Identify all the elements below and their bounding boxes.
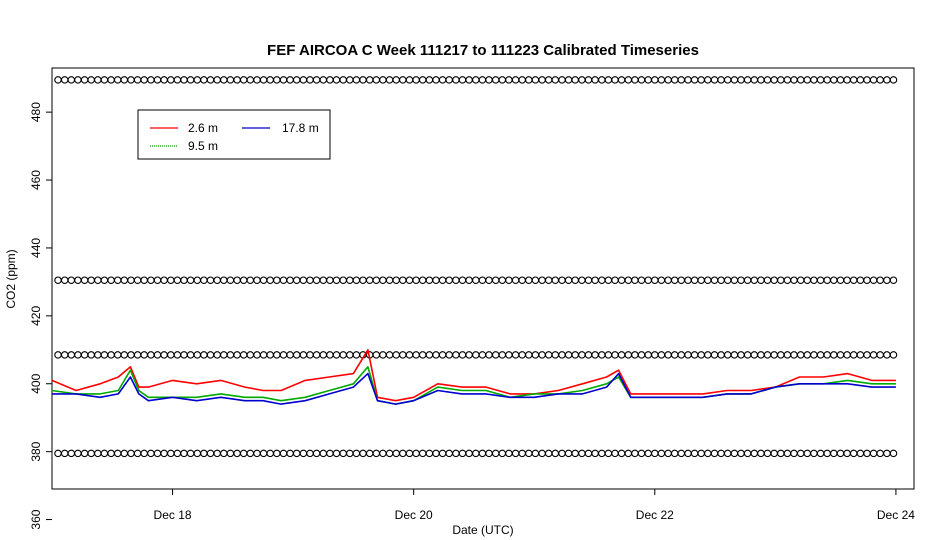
marker-point [889, 276, 898, 284]
marker-row-3 [54, 449, 898, 458]
y-tick-label-360: 360 [29, 509, 43, 529]
legend-label-9-5m: 9.5 m [188, 139, 218, 153]
y-axis-label: CO2 (ppm) [4, 249, 18, 308]
marker-row-0 [54, 76, 898, 84]
x-tick-label-22: Dec 22 [636, 508, 674, 522]
marker-rows [54, 76, 898, 458]
y-tick-label-440: 440 [29, 238, 43, 258]
x-axis: Dec 18 Dec 20 Dec 22 Dec 24 [154, 489, 915, 522]
y-axis: 360 380 400 420 440 460 480 [29, 102, 52, 530]
plot-frame [51, 67, 915, 490]
chart-title: FEF AIRCOA C Week 111217 to 111223 Calib… [267, 42, 699, 59]
x-axis-label: Date (UTC) [452, 523, 513, 537]
x-tick-label-20: Dec 20 [395, 508, 433, 522]
marker-row-2 [54, 351, 898, 359]
marker-point [889, 449, 898, 458]
legend: 2.6 m 9.5 m 17.8 m [137, 109, 331, 160]
marker-point [889, 76, 898, 84]
y-tick-label-400: 400 [29, 373, 43, 393]
legend-box [137, 109, 331, 160]
y-tick-label-460: 460 [29, 170, 43, 190]
marker-row-1 [54, 276, 898, 284]
y-tick-label-480: 480 [29, 102, 43, 122]
marker-point [889, 351, 898, 359]
legend-label-2-6m: 2.6 m [188, 121, 218, 135]
x-tick-label-24: Dec 24 [877, 508, 915, 522]
x-tick-label-18: Dec 18 [154, 508, 192, 522]
y-tick-label-380: 380 [29, 441, 43, 461]
y-tick-label-420: 420 [29, 306, 43, 326]
series-line-2-6-m [51, 348, 896, 402]
series-line-17-8-m [52, 372, 896, 405]
legend-label-17-8m: 17.8 m [282, 121, 319, 135]
series-lines [51, 348, 896, 405]
